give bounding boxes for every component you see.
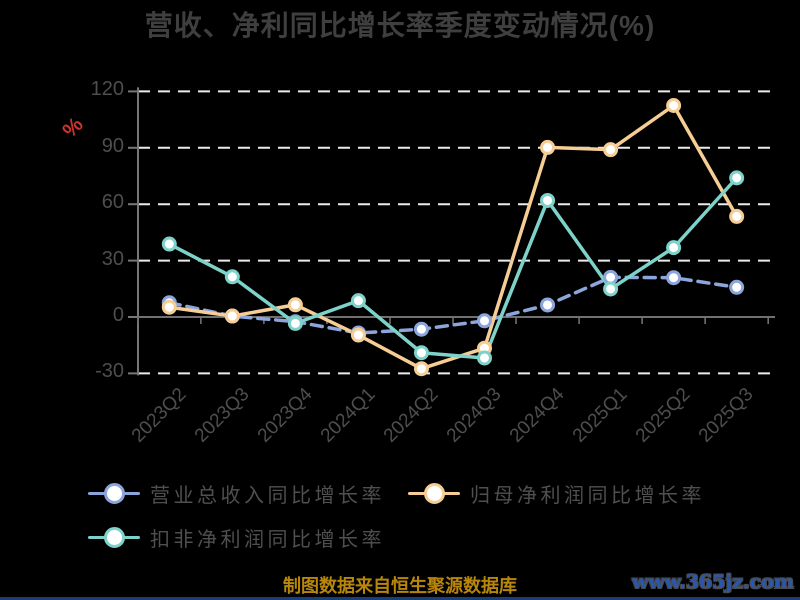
y-axis-label: 0 bbox=[112, 304, 124, 326]
legend-item-net-profit-yoy[interactable]: 归母净利润同比增长率 bbox=[408, 480, 705, 507]
data-point-net-profit-yoy[interactable] bbox=[350, 327, 366, 343]
data-point-net-profit-yoy[interactable] bbox=[540, 139, 556, 155]
legend-item-deducted-profit-yoy[interactable]: 扣非净利润同比增长率 bbox=[88, 524, 385, 551]
legend-label: 扣非净利润同比增长率 bbox=[150, 528, 385, 551]
data-point-net-profit-yoy[interactable] bbox=[666, 98, 682, 113]
legend-marker-icon bbox=[408, 480, 460, 506]
data-point-deducted-profit-yoy[interactable] bbox=[603, 281, 619, 297]
y-axis-label: 120 bbox=[90, 78, 124, 101]
legend-marker-icon bbox=[88, 480, 140, 506]
data-point-revenue-yoy[interactable] bbox=[477, 313, 492, 329]
data-point-net-profit-yoy[interactable] bbox=[287, 297, 303, 313]
legend-item-revenue-yoy[interactable]: 营业总收入同比增长率 bbox=[88, 480, 385, 507]
data-point-deducted-profit-yoy[interactable] bbox=[224, 269, 240, 285]
y-axis-label: -30 bbox=[95, 360, 124, 383]
data-point-deducted-profit-yoy[interactable] bbox=[350, 293, 366, 309]
data-point-deducted-profit-yoy[interactable] bbox=[540, 192, 556, 208]
legend-label: 归母净利润同比增长率 bbox=[470, 484, 705, 507]
y-axis-label: 30 bbox=[101, 247, 124, 270]
data-point-net-profit-yoy[interactable] bbox=[413, 361, 429, 377]
chart-title: 营收、净利同比增长率季度变动情况(%) bbox=[144, 10, 656, 41]
data-point-net-profit-yoy[interactable] bbox=[603, 142, 619, 158]
bottom-accent-bar bbox=[0, 597, 800, 600]
data-point-deducted-profit-yoy[interactable] bbox=[413, 345, 429, 361]
y-axis-label: 60 bbox=[101, 191, 124, 214]
data-point-deducted-profit-yoy[interactable] bbox=[477, 350, 492, 366]
data-point-net-profit-yoy[interactable] bbox=[224, 308, 240, 324]
data-point-revenue-yoy[interactable] bbox=[666, 270, 682, 286]
data-point-net-profit-yoy[interactable] bbox=[161, 299, 177, 315]
series-line-deducted-profit-yoy bbox=[167, 176, 739, 360]
data-point-revenue-yoy[interactable] bbox=[413, 321, 429, 337]
data-point-revenue-yoy[interactable] bbox=[729, 279, 745, 295]
data-point-deducted-profit-yoy[interactable] bbox=[729, 170, 745, 186]
series-line-net-profit-yoy bbox=[167, 103, 739, 371]
data-source-note: 制图数据来自恒生聚源数据库 bbox=[283, 576, 517, 596]
legend-label: 营业总收入同比增长率 bbox=[150, 484, 385, 507]
data-point-deducted-profit-yoy[interactable] bbox=[666, 240, 682, 256]
data-point-net-profit-yoy[interactable] bbox=[729, 208, 745, 224]
data-point-deducted-profit-yoy[interactable] bbox=[161, 236, 177, 252]
watermark-link[interactable]: www.365jz.com bbox=[631, 571, 794, 593]
data-point-deducted-profit-yoy[interactable] bbox=[287, 315, 303, 331]
legend-marker-icon bbox=[88, 524, 140, 550]
data-point-revenue-yoy[interactable] bbox=[540, 297, 556, 313]
series-line-revenue-yoy bbox=[167, 275, 739, 335]
y-axis-label: 90 bbox=[101, 134, 124, 157]
